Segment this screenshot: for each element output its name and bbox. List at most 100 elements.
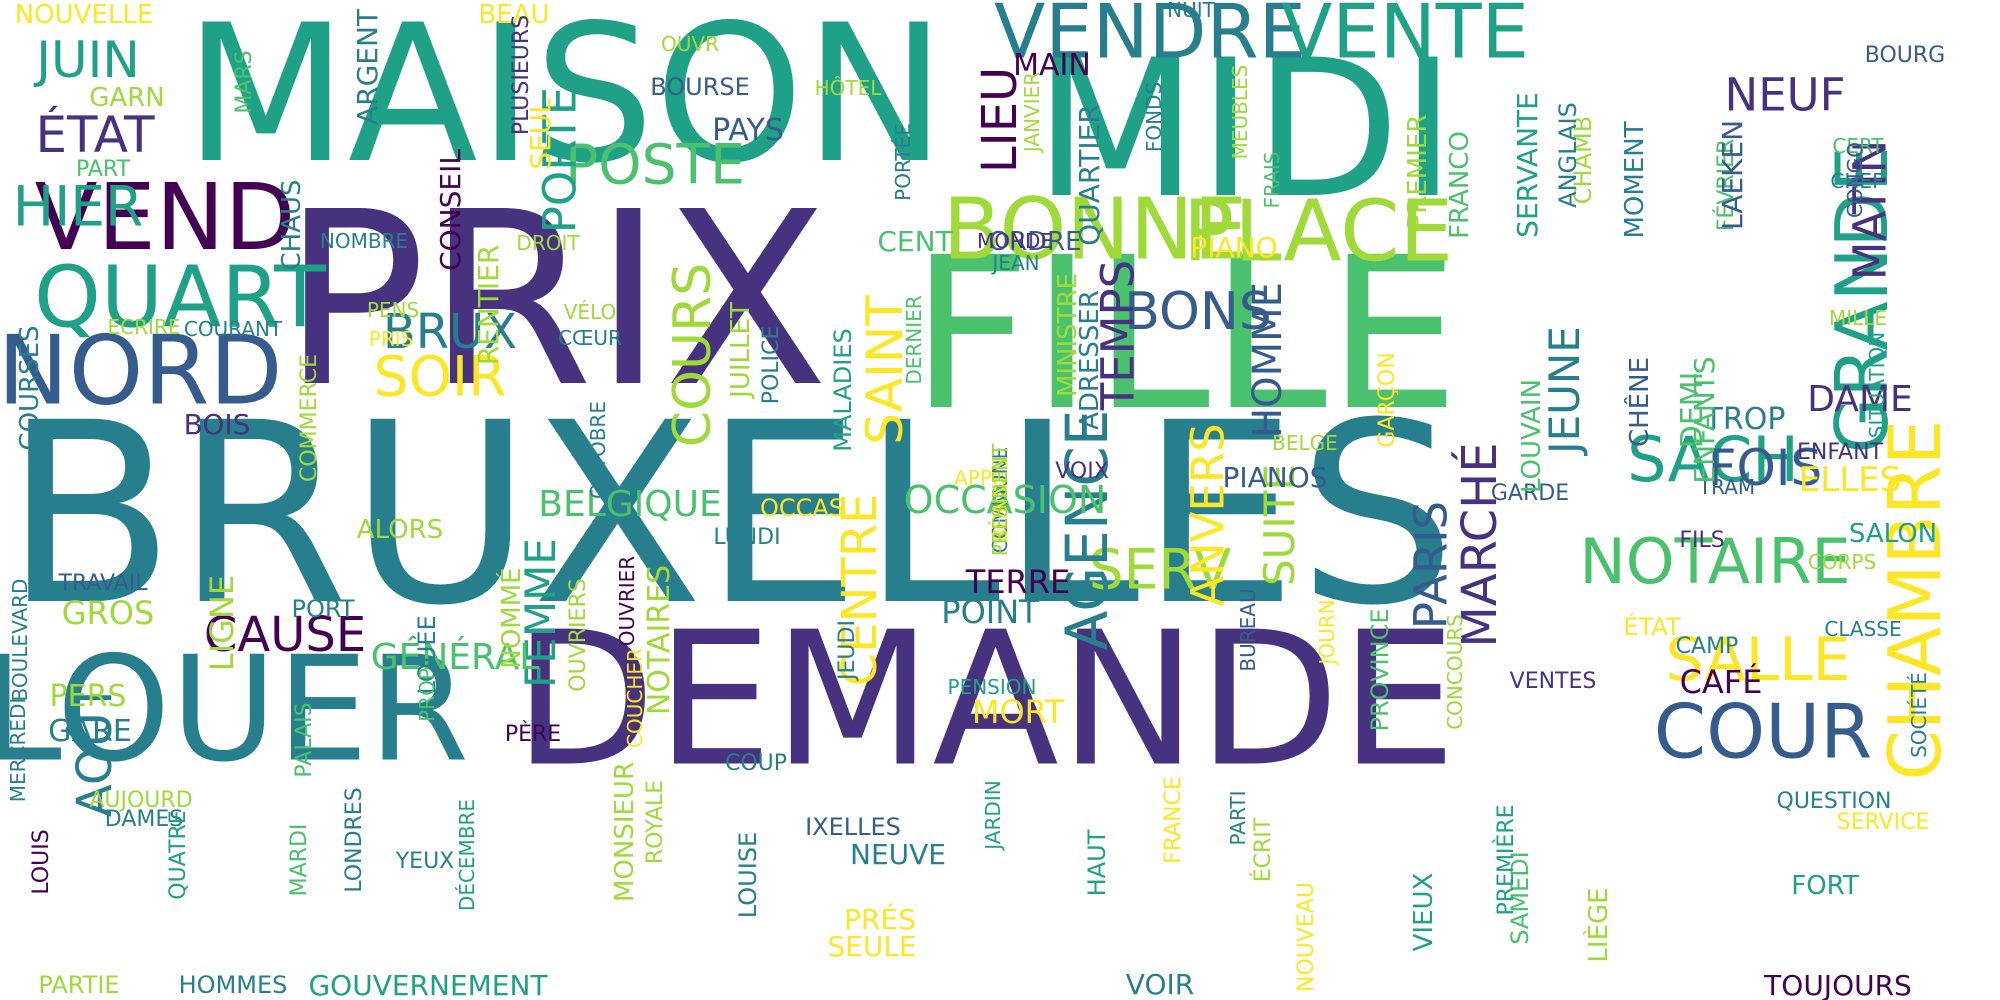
word-juillet: JUILLET [726,302,756,398]
word-trop: TROP [1704,402,1786,437]
word-tram: TRAM [1698,475,1756,499]
word-fois: FOIS [1707,439,1823,497]
word-cafe: CAFÉ [1679,663,1763,701]
word-chene: CHÊNE [1625,356,1655,448]
word-mardi: MARDI [287,823,312,897]
word-notaires: NOTAIRES [642,564,677,716]
word-frais: FRAIS [1260,151,1284,209]
word-quartier: QUARTIER [1073,104,1106,246]
word-mort: MORT [971,693,1065,731]
word-demande: DEMANDE [513,591,1457,808]
word-cour: COUR [1653,687,1873,776]
word-congo: CONGO [1843,142,1867,218]
word-laeken: LAEKEN [1716,119,1749,231]
word-ouvrier: OUVRIER [615,555,639,647]
word-octobre: OCTOBRE [586,401,610,499]
word-londres: LONDRES [342,787,367,893]
word-vente: VENTE [1281,0,1529,76]
word-camp: CAMP [1675,634,1739,659]
word-toujours: TOUJOURS [1764,969,1912,1000]
word-garcon: GARÇON [1375,352,1400,448]
word-pays: PAYS [712,113,784,148]
word-vendre: VENDRE [993,0,1307,76]
word-haut: HAUT [1083,829,1111,897]
word-hier: HIER [12,174,144,239]
word-poste: POSTE [565,132,745,197]
word-journ: JOURN [1315,599,1339,665]
word-prix: PRIX [281,160,829,440]
word-lundi: LUNDI [713,525,781,550]
word-etat: ÉTAT [1623,613,1681,641]
word-appr: APPR [954,466,1006,490]
word-situation: SITUATION [1865,331,1889,439]
word-seule: SEULE [827,930,917,963]
word-neuf: NEUF [1724,68,1846,122]
word-royale: ROYALE [643,779,668,865]
word-ligne: LIGNE [203,574,241,672]
word-jeudi: JEUDI [835,620,860,680]
word-garn: GARN [89,83,165,113]
word-beau: BEAU [478,0,550,30]
word-jean: JEAN [992,251,1040,275]
word-mille: MILLE [1828,306,1888,330]
word-courant: COURANT [183,317,283,341]
word-louis: LOUIS [29,829,54,895]
word-cours: COURS [663,262,723,448]
word-gros: GROS [61,594,155,632]
word-terre: TERRE [965,563,1071,601]
word-general: GÉNÉRAL [370,637,540,678]
word-pris: PRIS [368,327,414,351]
word-fonds: FONDS [1142,81,1166,153]
word-alors: ALORS [356,515,444,545]
word-decembre: DÉCEMBRE [455,798,479,912]
word-agence: AGENCE [1053,409,1121,651]
word-juin: JUIN [36,31,140,89]
word-ixelles: IXELLES [805,813,901,841]
word-droit: DROIT [516,231,580,255]
word-pres: PRÉS [844,903,916,936]
word-pension: PENSION [947,675,1037,699]
word-sach: SACH [1627,423,1799,496]
word-main: MAIN [1013,48,1091,83]
word-salon: SALON [1848,519,1938,549]
word-servante: SERVANTE [1511,92,1544,238]
word-franco: FRANCO [1445,131,1475,239]
word-dames: DAMES [104,807,184,832]
word-gouvernement: GOUVERNEMENT [308,969,548,1000]
word-part: PART [75,157,131,182]
word-hommes: HOMMES [178,971,288,999]
word-neuve: NEUVE [850,838,946,871]
word-port: PORT [291,595,355,623]
word-piano: PIANO [1190,231,1278,264]
word-etat: ÉTAT [35,106,155,164]
word-chef: CHEF [1830,169,1884,193]
word-fort: FORT [1791,871,1859,901]
word-anglais: ANGLAIS [1554,102,1582,208]
word-quatre: QUATRE [166,810,191,900]
word-belgique: BELGIQUE [538,484,722,525]
word-homme: HOMME [1245,282,1291,438]
word-ouvriers: OUVRIERS [566,578,591,692]
word-enfants: ENFANTS [1688,356,1721,484]
word-vend: VEND [34,164,296,271]
word-nouveau: NOUVEAU [1294,882,1319,992]
word-cause: CAUSE [203,607,367,663]
word-rentier: RENTIER [472,244,505,366]
word-president: PRÉSIDENT [988,443,1012,557]
word-conseil: CONSEIL [434,149,467,271]
word-pens: PENS [366,298,420,322]
word-societe: SOCIÉTÉ [1907,672,1931,758]
word-premier: PREMIER [1403,114,1433,230]
word-chaus: CHAUS [277,179,307,271]
word-jardin: JARDIN [981,780,1005,850]
word-ouvr: OUVR [661,32,719,56]
word-service: SERVICE [1836,810,1930,835]
word-ventes: VENTES [1509,669,1597,694]
word-concours: CONCOURS [1443,614,1467,730]
word-police: POLICE [759,325,784,405]
word-bois: BOIS [183,408,251,441]
word-prop: PROP [415,668,439,722]
word-bruxelles: BRUXELLES [3,369,1457,660]
word-mercredi: MERCREDI [6,697,30,803]
word-bonne: BONNE [942,180,1248,280]
